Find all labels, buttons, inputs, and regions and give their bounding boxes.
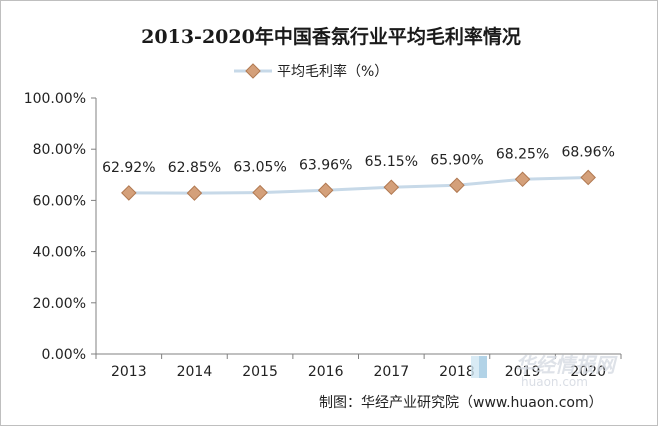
x-tick-label: 2015	[242, 364, 278, 380]
data-point-marker	[514, 171, 531, 188]
legend: 平均毛利率（%）	[234, 63, 388, 80]
x-tick-label: 2019	[505, 364, 541, 380]
y-tick-label: 0.00%	[42, 347, 86, 363]
data-point-marker	[252, 184, 268, 201]
data-label: 68.25%	[496, 146, 549, 162]
source-note: 制图：华经产业研究院（www.huaon.com）	[319, 395, 603, 411]
data-point-marker	[580, 169, 596, 186]
data-label: 65.15%	[365, 154, 418, 170]
y-tick-label: 100.00%	[24, 91, 86, 107]
x-tick-label: 2018	[439, 364, 475, 380]
data-label: 62.85%	[168, 160, 221, 176]
watermark: 华经情报网 huaon.com	[471, 353, 618, 389]
x-tick-label: 2020	[570, 364, 606, 380]
data-label: 68.96%	[561, 144, 614, 160]
data-label: 65.90%	[430, 152, 483, 168]
legend-marker-swatch	[245, 63, 261, 79]
data-label: 63.05%	[233, 160, 286, 176]
data-point-marker	[449, 177, 465, 194]
watermark-url: huaon.com	[521, 375, 588, 389]
data-point-marker	[317, 182, 334, 199]
series-line	[128, 175, 589, 195]
x-axis-ticks: 2013 2014 2015 2016 2017 2018 2019 2020	[95, 354, 622, 380]
y-tick-label: 40.00%	[33, 245, 86, 261]
legend-label: 平均毛利率（%）	[277, 63, 388, 80]
y-axis-ticks: 0.00% 20.00% 40.00% 60.00% 80.00% 100.00%	[24, 91, 96, 363]
watermark-logo-shade	[479, 356, 487, 378]
data-labels: 62.92% 62.85% 63.05% 63.96% 65.15% 65.90% 68.2…	[102, 144, 615, 176]
data-point-marker	[121, 185, 137, 201]
y-tick-label: 60.00%	[33, 193, 86, 209]
x-tick-label: 2014	[177, 364, 213, 380]
data-label: 63.96%	[299, 157, 352, 173]
chart-title: 2013-2020年中国香氛行业平均毛利率情况	[141, 25, 521, 48]
watermark-name: 华经情报网	[515, 353, 618, 377]
x-tick-label: 2017	[373, 364, 409, 380]
data-point-marker	[186, 185, 203, 201]
data-label: 62.92%	[102, 160, 155, 176]
axes	[95, 98, 621, 355]
x-tick-label: 2013	[111, 364, 147, 380]
y-tick-label: 80.00%	[33, 142, 86, 158]
x-tick-label: 2016	[308, 364, 344, 380]
y-tick-label: 20.00%	[33, 296, 86, 312]
series-average-gross-margin	[121, 169, 596, 201]
data-point-marker	[383, 179, 400, 195]
